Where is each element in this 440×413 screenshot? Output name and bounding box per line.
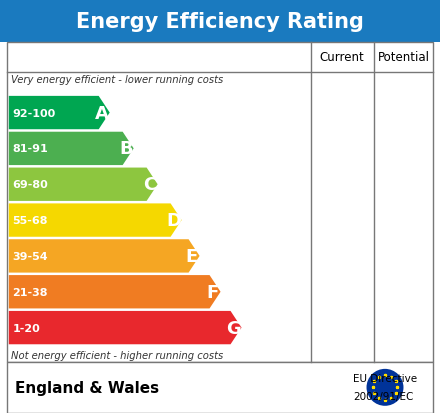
Text: Energy Efficiency Rating: Energy Efficiency Rating (76, 12, 364, 31)
Polygon shape (9, 97, 110, 130)
Text: 81-91: 81-91 (12, 144, 48, 154)
Polygon shape (9, 311, 242, 344)
Text: Potential: Potential (378, 51, 429, 64)
Text: G: G (226, 319, 241, 337)
Text: 1-20: 1-20 (12, 323, 40, 333)
Text: D: D (166, 211, 181, 230)
Text: E: E (186, 247, 198, 265)
Text: 69-80: 69-80 (12, 180, 48, 190)
Text: Not energy efficient - higher running costs: Not energy efficient - higher running co… (11, 350, 223, 360)
Text: 55-68: 55-68 (12, 216, 48, 225)
Bar (7, 43, 433, 362)
Text: England & Wales: England & Wales (15, 380, 160, 395)
Polygon shape (9, 133, 134, 166)
Text: B: B (119, 140, 132, 158)
Polygon shape (9, 240, 200, 273)
Polygon shape (9, 204, 182, 237)
Bar (7, 362, 433, 413)
Text: 39-54: 39-54 (12, 251, 48, 261)
Polygon shape (9, 275, 220, 309)
Text: 21-38: 21-38 (12, 287, 48, 297)
Text: F: F (206, 283, 219, 301)
Bar (0, 0, 440, 43)
Text: 92-100: 92-100 (12, 108, 55, 118)
Text: 2002/91/EC: 2002/91/EC (353, 392, 413, 401)
Ellipse shape (367, 369, 403, 406)
Text: Current: Current (320, 51, 364, 64)
Text: C: C (143, 176, 156, 194)
Text: EU Directive: EU Directive (353, 373, 417, 383)
Text: A: A (95, 104, 109, 122)
Polygon shape (9, 168, 158, 202)
Text: Very energy efficient - lower running costs: Very energy efficient - lower running co… (11, 75, 223, 85)
